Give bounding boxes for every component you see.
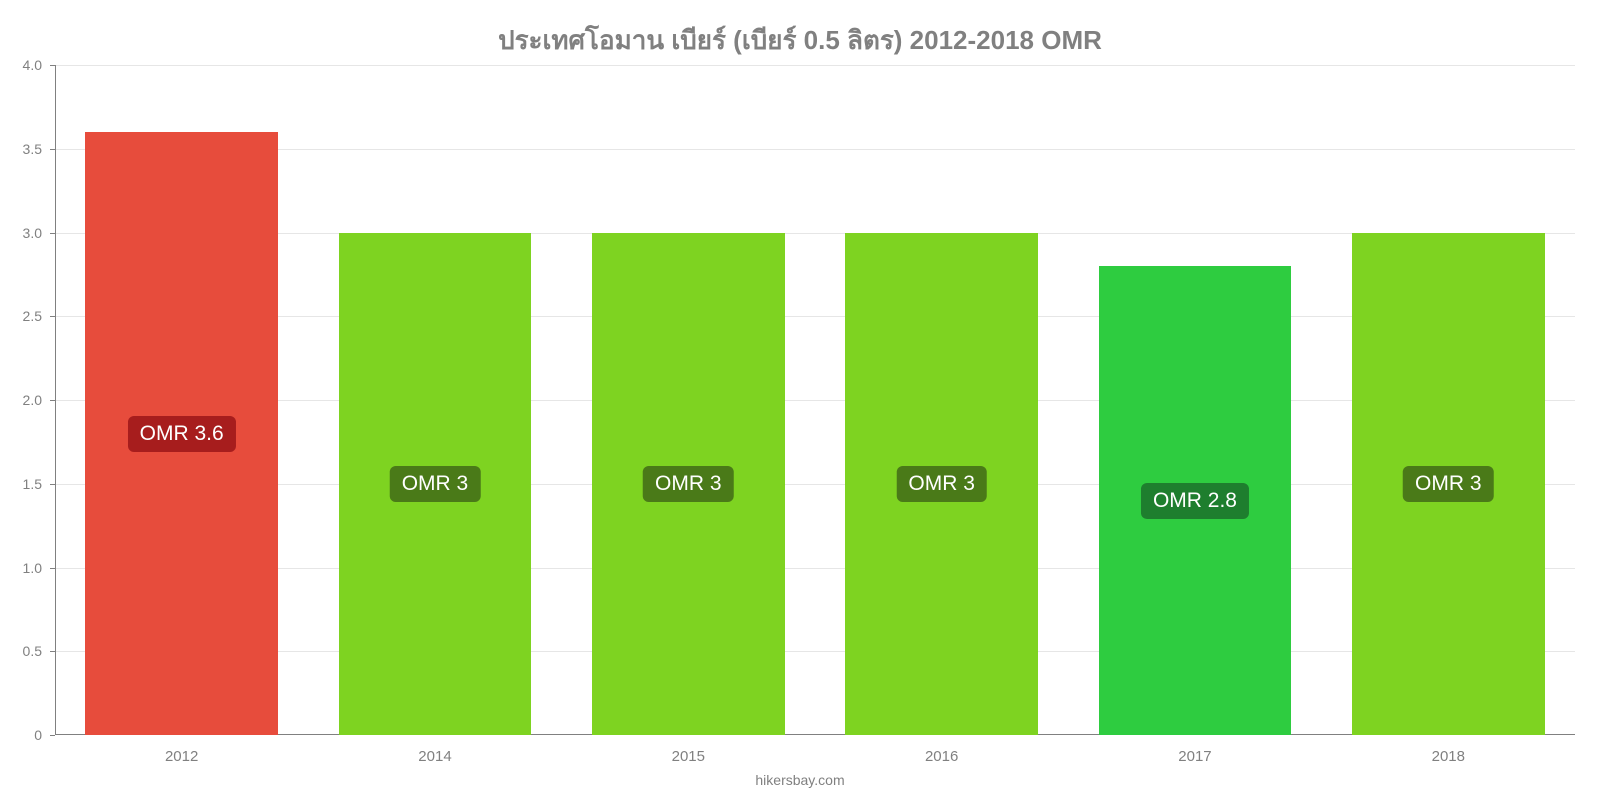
- bar-slot: OMR 32014: [308, 65, 561, 735]
- attribution: hikersbay.com: [0, 772, 1600, 788]
- y-tick-label: 1.0: [23, 560, 42, 576]
- bar-value-label: OMR 3: [1403, 466, 1494, 502]
- y-tick-label: 3.5: [23, 141, 42, 157]
- x-tick-label: 2015: [672, 748, 705, 765]
- bar: OMR 3: [592, 233, 785, 736]
- x-tick-label: 2016: [925, 748, 958, 765]
- bar-value-label: OMR 3.6: [128, 416, 236, 452]
- bar-slot: OMR 32016: [815, 65, 1068, 735]
- y-tick-label: 0.5: [23, 643, 42, 659]
- y-tick-label: 0: [34, 727, 42, 743]
- chart-container: ประเทศโอมาน เบียร์ (เบียร์ 0.5 ลิตร) 201…: [0, 0, 1600, 800]
- bar-slot: OMR 2.82017: [1068, 65, 1321, 735]
- y-tick-mark: [50, 735, 55, 736]
- x-tick-label: 2018: [1432, 748, 1465, 765]
- bar-value-label: OMR 3: [390, 466, 481, 502]
- bar: OMR 3: [845, 233, 1038, 736]
- bar: OMR 3: [339, 233, 532, 736]
- x-tick-label: 2014: [418, 748, 451, 765]
- y-tick-label: 2.0: [23, 392, 42, 408]
- x-tick-label: 2017: [1178, 748, 1211, 765]
- y-tick-label: 2.5: [23, 308, 42, 324]
- bar: OMR 3.6: [85, 132, 278, 735]
- y-tick-label: 1.5: [23, 476, 42, 492]
- bar-slot: OMR 32015: [562, 65, 815, 735]
- y-tick-label: 3.0: [23, 225, 42, 241]
- bar-value-label: OMR 3: [896, 466, 987, 502]
- bar-slot: OMR 32018: [1322, 65, 1575, 735]
- bars-area: OMR 3.62012OMR 32014OMR 32015OMR 32016OM…: [55, 65, 1575, 735]
- bar-value-label: OMR 3: [643, 466, 734, 502]
- bar: OMR 2.8: [1099, 266, 1292, 735]
- y-axis: 4.0 3.5 3.0 2.5 2.0 1.5 1.0 0.5 0: [0, 65, 50, 735]
- y-tick-label: 4.0: [23, 57, 42, 73]
- bar-slot: OMR 3.62012: [55, 65, 308, 735]
- bar-value-label: OMR 2.8: [1141, 483, 1249, 519]
- x-tick-label: 2012: [165, 748, 198, 765]
- bar: OMR 3: [1352, 233, 1545, 736]
- chart-title: ประเทศโอมาน เบียร์ (เบียร์ 0.5 ลิตร) 201…: [0, 20, 1600, 61]
